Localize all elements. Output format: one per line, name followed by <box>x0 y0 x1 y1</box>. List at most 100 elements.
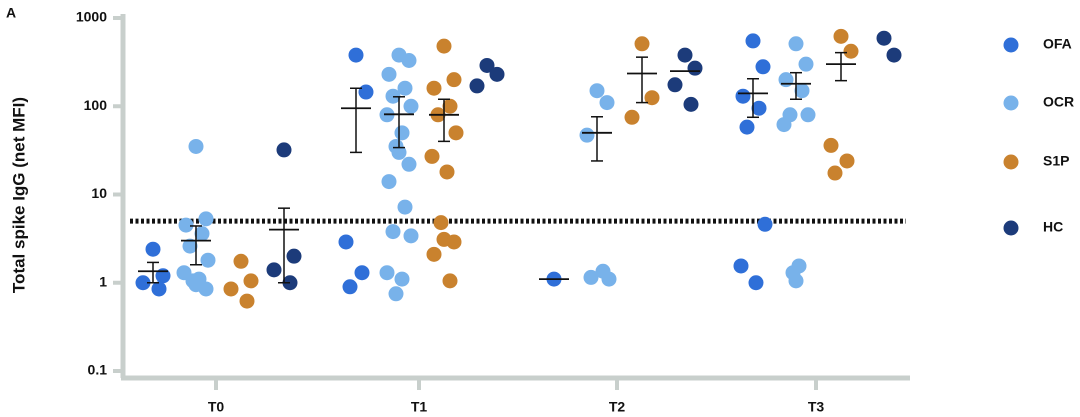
y-tick-label: 1 <box>99 273 107 289</box>
data-point <box>579 127 595 143</box>
data-point <box>424 148 440 164</box>
data-point <box>135 275 151 291</box>
data-point <box>788 36 804 52</box>
data-point <box>599 95 615 111</box>
data-point <box>178 217 194 233</box>
data-point <box>426 246 442 262</box>
data-point <box>839 153 855 169</box>
data-point <box>827 165 843 181</box>
data-point <box>794 83 810 99</box>
data-point <box>433 215 449 231</box>
data-point <box>751 100 767 116</box>
data-point <box>798 56 814 72</box>
data-point <box>223 281 239 297</box>
legend-label: OCR <box>1043 94 1074 110</box>
legend-marker <box>1003 154 1019 170</box>
data-point <box>739 119 755 135</box>
data-point <box>800 107 816 123</box>
data-point <box>401 156 417 172</box>
data-point <box>583 269 599 285</box>
data-point <box>843 43 859 59</box>
data-point <box>448 125 464 141</box>
data-point <box>403 98 419 114</box>
data-point <box>446 72 462 88</box>
data-point <box>403 228 419 244</box>
data-point <box>394 125 410 141</box>
data-point <box>394 271 410 287</box>
data-point <box>745 33 761 49</box>
data-point <box>439 164 455 180</box>
data-point <box>479 57 495 73</box>
data-point <box>243 273 259 289</box>
y-tick-label: 100 <box>84 97 108 113</box>
data-point <box>667 77 683 93</box>
data-point <box>381 66 397 82</box>
data-point <box>442 273 458 289</box>
y-tick-label: 0.1 <box>88 362 108 378</box>
y-axis-label: Total spike IgG (net MFI) <box>9 97 28 293</box>
data-point <box>757 216 773 232</box>
data-point <box>200 252 216 268</box>
legend-label: S1P <box>1043 153 1069 169</box>
data-point <box>381 174 397 190</box>
data-point <box>182 238 198 254</box>
y-tick-label: 10 <box>91 185 107 201</box>
data-point <box>876 30 892 46</box>
data-point <box>397 80 413 96</box>
data-point <box>489 66 505 82</box>
data-point <box>194 226 210 242</box>
legend-label: OFA <box>1043 36 1072 52</box>
data-point <box>755 59 771 75</box>
data-point <box>145 241 161 257</box>
data-point <box>634 36 650 52</box>
data-point <box>733 258 749 274</box>
data-point <box>788 273 804 289</box>
data-point <box>286 248 302 264</box>
data-point <box>266 262 282 278</box>
data-point <box>687 60 703 76</box>
data-point <box>624 109 640 125</box>
data-point <box>239 293 255 309</box>
data-point <box>276 142 292 158</box>
data-point <box>735 88 751 104</box>
data-point <box>151 281 167 297</box>
x-tick-label: T2 <box>609 399 626 415</box>
data-point <box>426 80 442 96</box>
data-point <box>442 98 458 114</box>
data-point <box>348 47 364 63</box>
data-point <box>388 286 404 302</box>
legend-marker <box>1003 37 1019 53</box>
y-tick-label: 1000 <box>76 9 107 25</box>
data-point <box>436 38 452 54</box>
data-point <box>601 271 617 287</box>
data-point <box>233 253 249 269</box>
data-point <box>833 28 849 44</box>
data-point <box>385 224 401 240</box>
data-point <box>589 83 605 99</box>
x-tick-label: T0 <box>208 399 225 415</box>
data-point <box>677 47 693 63</box>
data-point <box>644 90 660 106</box>
data-point <box>198 211 214 227</box>
data-point <box>748 275 764 291</box>
legend-label: HC <box>1043 219 1063 235</box>
data-point <box>683 96 699 112</box>
data-point <box>358 84 374 100</box>
data-point <box>446 234 462 250</box>
panel-label: A <box>6 5 16 21</box>
data-point <box>823 137 839 153</box>
x-tick-label: T3 <box>808 399 825 415</box>
legend-marker <box>1003 220 1019 236</box>
x-tick-label: T1 <box>411 399 428 415</box>
data-point <box>778 72 794 88</box>
data-point <box>391 144 407 160</box>
data-point <box>338 234 354 250</box>
data-point <box>379 265 395 281</box>
data-point <box>886 47 902 63</box>
data-point <box>198 281 214 297</box>
data-point <box>776 117 792 133</box>
data-point <box>188 138 204 154</box>
data-point <box>342 279 358 295</box>
legend-marker <box>1003 95 1019 111</box>
